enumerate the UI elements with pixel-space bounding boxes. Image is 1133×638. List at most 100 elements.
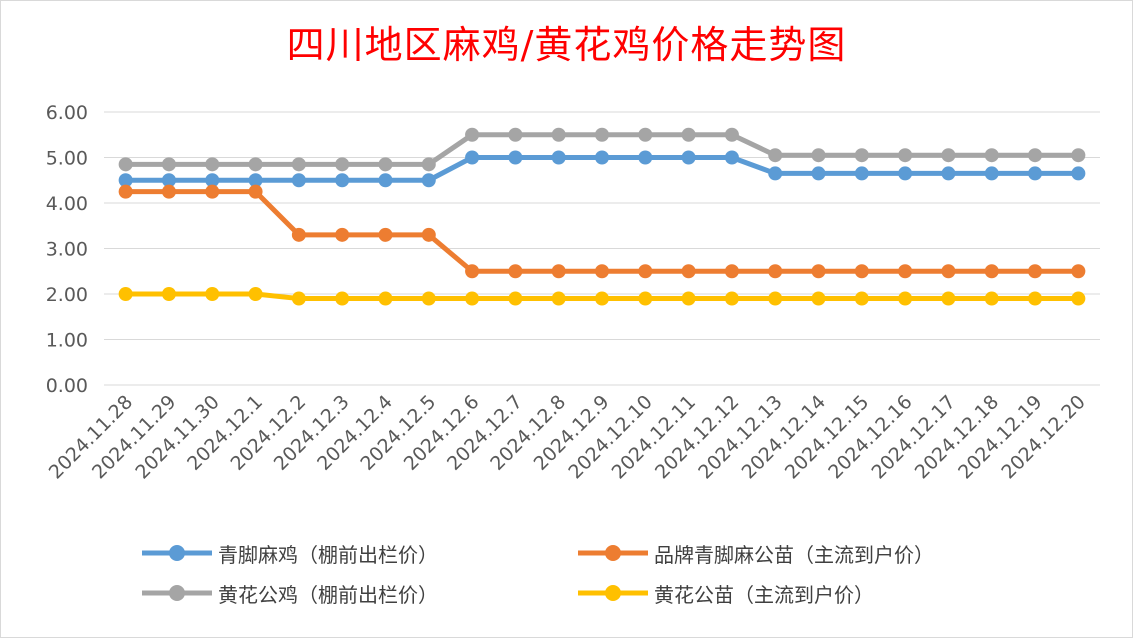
legend-item-0: 青脚麻鸡（棚前出栏价）	[140, 536, 438, 570]
data-point-3-21	[1028, 291, 1043, 306]
data-point-2-18	[898, 148, 913, 163]
data-point-3-22	[1071, 291, 1086, 306]
data-point-1-20	[984, 264, 999, 279]
legend-label-2: 黄花公鸡（棚前出栏价）	[218, 582, 438, 607]
legend-marker-3	[605, 585, 621, 601]
data-point-0-18	[898, 166, 913, 181]
data-point-1-15	[768, 264, 783, 279]
data-point-1-0	[118, 184, 133, 199]
series-line-1	[125, 189, 1079, 274]
data-point-2-20	[984, 148, 999, 163]
data-point-0-21	[1028, 166, 1043, 181]
data-point-0-20	[984, 166, 999, 181]
y-tick-label-3: 3.00	[46, 239, 88, 261]
data-point-1-12	[638, 264, 653, 279]
data-point-1-17	[854, 264, 869, 279]
data-point-0-7	[421, 173, 436, 188]
data-point-3-3	[248, 287, 263, 301]
legend-swatch-2	[142, 585, 212, 601]
legend-swatch-1	[578, 545, 648, 561]
legend-marker-0	[169, 545, 185, 561]
legend-item-1: 品牌青脚麻公苗（主流到户价）	[576, 536, 934, 570]
legend-label-1: 品牌青脚麻公苗（主流到户价）	[654, 542, 934, 567]
data-point-2-16	[811, 148, 826, 163]
legend-label-0: 青脚麻鸡（棚前出栏价）	[218, 542, 438, 567]
data-point-0-22	[1071, 166, 1086, 181]
data-point-0-14	[724, 150, 739, 165]
data-point-3-20	[984, 291, 999, 306]
data-point-2-5	[335, 157, 350, 172]
data-point-0-10	[551, 150, 566, 165]
data-point-0-9	[508, 150, 523, 165]
y-tick-label-5: 5.00	[46, 148, 88, 170]
data-point-0-12	[638, 150, 653, 165]
data-point-2-21	[1028, 148, 1043, 163]
data-point-2-22	[1071, 148, 1086, 163]
data-point-1-22	[1071, 264, 1086, 279]
data-point-3-0	[118, 287, 133, 301]
data-point-3-19	[941, 291, 956, 306]
legend-marker-1	[605, 545, 621, 561]
data-point-2-0	[118, 157, 133, 172]
y-tick-label-4: 4.00	[46, 193, 88, 215]
data-point-2-3	[248, 157, 263, 172]
data-point-3-2	[205, 287, 220, 301]
chart-title: 四川地区麻鸡/黄花鸡价格走势图	[286, 23, 847, 67]
data-point-3-4	[291, 291, 306, 306]
data-point-2-7	[421, 157, 436, 172]
data-point-3-14	[724, 291, 739, 306]
data-point-2-13	[681, 127, 696, 142]
legend-swatch-3	[578, 585, 648, 601]
data-point-0-19	[941, 166, 956, 181]
data-point-3-13	[681, 291, 696, 306]
y-tick-label-6: 6.00	[46, 102, 88, 124]
data-point-1-1	[161, 184, 176, 199]
data-point-1-21	[1028, 264, 1043, 279]
data-point-2-19	[941, 148, 956, 163]
data-point-1-8	[465, 264, 480, 279]
chart-legend: 青脚麻鸡（棚前出栏价） 品牌青脚麻公苗（主流到户价） 黄花公鸡（棚前出栏价） 黄…	[140, 536, 1060, 626]
data-point-2-4	[291, 157, 306, 172]
data-point-0-3	[248, 173, 263, 188]
data-point-0-8	[465, 150, 480, 165]
data-point-3-16	[811, 291, 826, 306]
data-point-1-18	[898, 264, 913, 279]
data-point-1-9	[508, 264, 523, 279]
data-point-3-11	[595, 291, 609, 306]
data-point-0-2	[205, 173, 220, 188]
data-point-3-17	[854, 291, 869, 306]
y-tick-label-0: 0.00	[46, 375, 88, 397]
data-point-3-1	[161, 287, 176, 301]
data-point-1-16	[811, 264, 826, 279]
data-point-2-17	[854, 148, 869, 163]
y-tick-label-2: 2.00	[46, 284, 88, 306]
data-point-3-9	[508, 291, 523, 306]
data-point-1-19	[941, 264, 956, 279]
data-point-1-5	[335, 227, 350, 242]
data-point-0-13	[681, 150, 696, 165]
legend-marker-2	[169, 585, 185, 601]
data-point-0-1	[161, 173, 176, 188]
data-point-0-17	[854, 166, 869, 181]
data-point-0-16	[811, 166, 826, 181]
data-point-3-5	[335, 291, 350, 306]
data-point-3-18	[898, 291, 913, 306]
data-point-2-2	[205, 157, 220, 172]
data-point-2-10	[551, 127, 566, 142]
data-point-1-10	[551, 264, 566, 279]
data-point-2-1	[161, 157, 176, 172]
legend-swatch-0	[142, 545, 212, 561]
data-point-1-4	[291, 227, 306, 242]
data-point-2-9	[508, 127, 523, 142]
y-tick-label-1: 1.00	[46, 330, 88, 352]
legend-label-3: 黄花公苗（主流到户价）	[654, 582, 874, 607]
data-point-3-6	[378, 291, 393, 306]
legend-item-2: 黄花公鸡（棚前出栏价）	[140, 576, 438, 610]
data-point-1-2	[205, 184, 220, 199]
data-point-1-7	[421, 227, 436, 242]
data-point-3-12	[638, 291, 653, 306]
data-point-0-4	[291, 173, 306, 188]
data-point-2-8	[465, 127, 480, 142]
data-point-3-7	[421, 291, 436, 306]
